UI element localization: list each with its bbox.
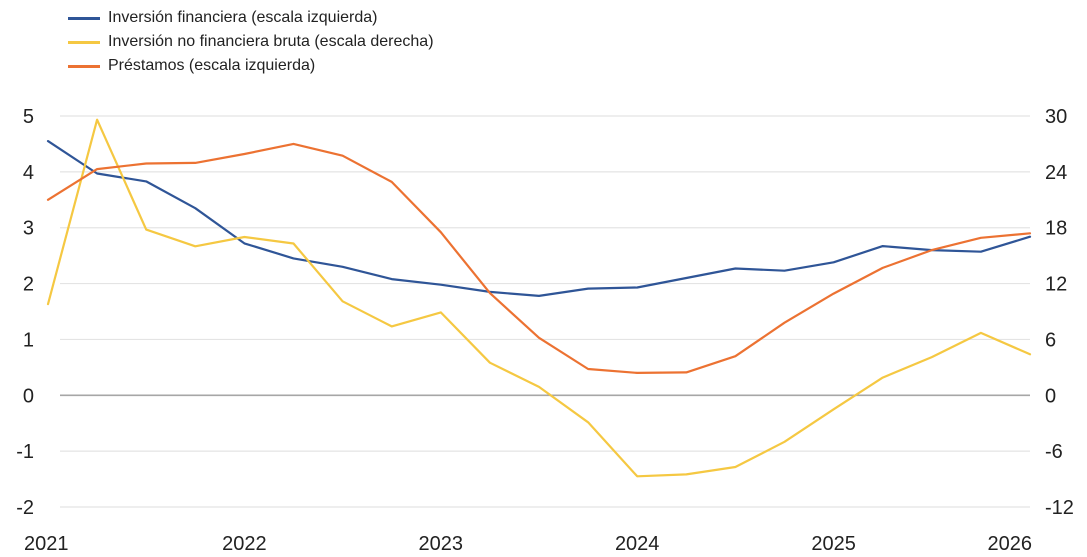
left-tick-label: -1 [16, 441, 34, 463]
left-tick-label: 1 [23, 329, 34, 351]
legend: Inversión financiera (escala izquierda) I… [68, 6, 434, 78]
x-tick-label: 2022 [222, 533, 267, 555]
legend-label: Inversión financiera (escala izquierda) [108, 9, 378, 26]
right-tick-label: 18 [1045, 218, 1067, 240]
left-axis-ticks: 5 4 3 2 1 0 -1 -2 [16, 106, 34, 519]
x-tick-label: 2025 [811, 533, 856, 555]
right-tick-label: -12 [1045, 497, 1074, 519]
x-tick-label: 2021 [24, 533, 69, 555]
right-axis-ticks: 30 24 18 12 6 0 -6 -12 [1045, 106, 1074, 519]
x-axis-ticks: 2021 2022 2023 2024 2025 2026 [24, 533, 1032, 555]
legend-swatch [68, 64, 100, 68]
series-line-3 [46, 142, 1032, 374]
right-tick-label: 12 [1045, 274, 1067, 296]
legend-item: Inversión financiera (escala izquierda) [68, 6, 434, 30]
legend-swatch [68, 16, 100, 20]
right-tick-label: 0 [1045, 385, 1056, 407]
x-tick-label: 2023 [419, 533, 464, 555]
left-tick-label: 4 [23, 162, 34, 184]
x-tick-label: 2024 [615, 533, 660, 555]
right-tick-label: 6 [1045, 329, 1056, 351]
series-line-1 [46, 140, 1032, 297]
right-tick-label: -6 [1045, 441, 1063, 463]
series-lines [46, 118, 1032, 478]
left-tick-label: 5 [23, 106, 34, 128]
grid [60, 115, 1030, 508]
left-tick-label: 3 [23, 218, 34, 240]
right-tick-label: 24 [1045, 162, 1067, 184]
legend-label: Préstamos (escala izquierda) [108, 57, 316, 74]
x-tick-label: 2026 [988, 533, 1033, 555]
right-tick-label: 30 [1045, 106, 1067, 128]
legend-swatch [68, 40, 100, 44]
series-line-2 [46, 118, 1032, 478]
left-tick-label: -2 [16, 497, 34, 519]
legend-label: Inversión no financiera bruta (escala de… [108, 33, 434, 50]
legend-item: Inversión no financiera bruta (escala de… [68, 30, 434, 54]
left-tick-label: 2 [23, 274, 34, 296]
legend-item: Préstamos (escala izquierda) [68, 54, 434, 78]
left-tick-label: 0 [23, 385, 34, 407]
